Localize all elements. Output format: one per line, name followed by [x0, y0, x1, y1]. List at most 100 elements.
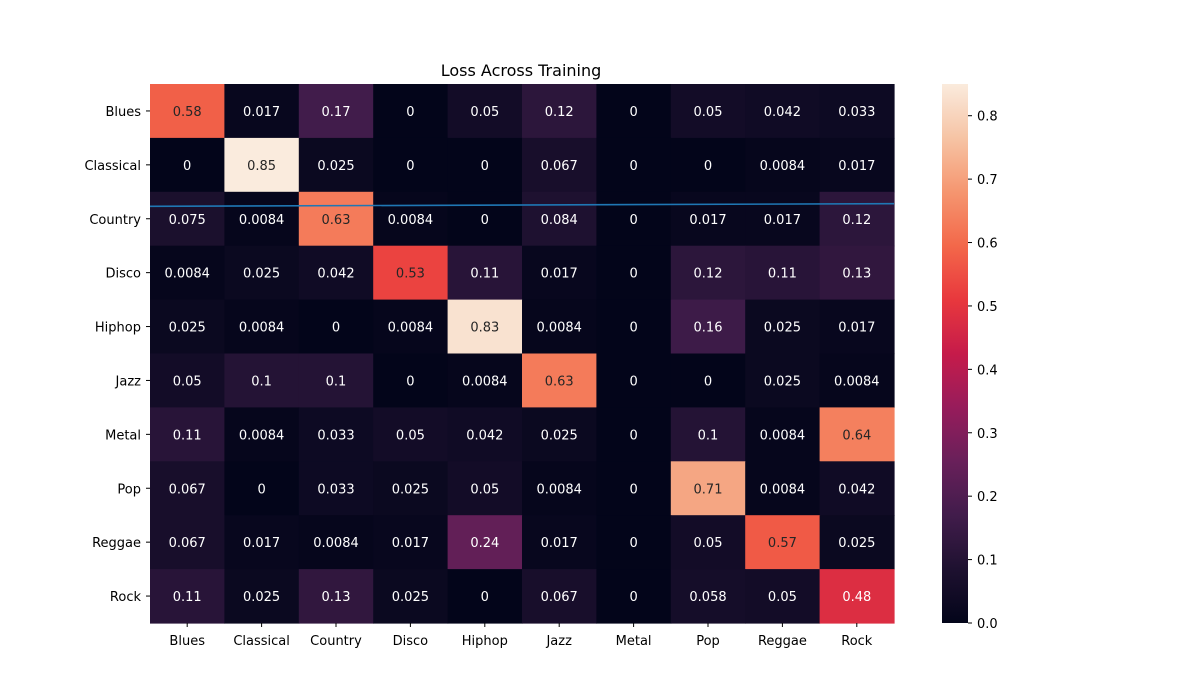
cell-value-label: 0: [481, 159, 489, 174]
cell-value-label: 0.025: [169, 321, 206, 336]
cell-value-label: 0.033: [317, 482, 354, 497]
cell-value-label: 0.0084: [536, 482, 582, 497]
cell-value-label: 0.13: [322, 590, 351, 605]
heatmap-cell: [670, 137, 746, 193]
heatmap-cell: [224, 515, 300, 570]
cell-value-label: 0.05: [470, 482, 499, 497]
cell-value-label: 0.033: [317, 428, 354, 443]
cell-value-label: 0: [629, 105, 637, 120]
colorbar-tick-label: 0.0: [977, 617, 998, 632]
cell-value-label: 0: [629, 213, 637, 228]
cell-value-label: 0: [629, 374, 637, 389]
heatmap-cell: [745, 299, 821, 355]
colorbar-tick-label: 0.7: [977, 173, 998, 188]
heatmap-cell: [596, 84, 672, 139]
colorbar: 0.0 0.1 0.2 0.3 0.4 0.5 0.6 0.7 0.8: [942, 84, 998, 632]
cell-value-label: 0.0084: [462, 374, 508, 389]
heatmap-cell: [670, 569, 746, 624]
heatmap-cell: [745, 461, 821, 516]
cell-value-label: 0.83: [470, 321, 499, 336]
cell-value-label: 0.025: [392, 590, 429, 605]
y-tick-label: Reggae: [92, 536, 141, 551]
cell-value-label: 0.025: [243, 590, 280, 605]
colorbar-gradient: [942, 84, 968, 623]
cell-value-label: 0.025: [317, 159, 354, 174]
heatmap-cell: [670, 515, 746, 570]
cell-value-label: 0.042: [764, 105, 801, 120]
heatmap-cell: [596, 245, 672, 301]
cell-value-label: 0.12: [842, 213, 871, 228]
cell-value-label: 0.85: [247, 159, 276, 174]
heatmap-cell: [522, 461, 597, 516]
heatmap-cell: [298, 461, 374, 516]
cell-value-label: 0.11: [470, 267, 499, 282]
heatmap-cell: [447, 191, 523, 247]
heatmap-cell: [670, 84, 746, 139]
heatmap-cell: [150, 299, 225, 355]
heatmap-cell: [819, 299, 895, 355]
heatmap-cell: [150, 137, 225, 193]
cell-value-label: 0.0084: [239, 321, 285, 336]
cell-value-label: 0.075: [169, 213, 206, 228]
heatmap-cell: [150, 407, 225, 462]
heatmap-cell: [447, 569, 523, 624]
cell-value-label: 0.0084: [313, 536, 359, 551]
heatmap-cell: [224, 569, 300, 624]
heatmap-cell: [447, 515, 523, 570]
cell-value-label: 0.24: [470, 536, 499, 551]
heatmap-cell: [745, 569, 821, 624]
cell-value-label: 0.0084: [536, 321, 582, 336]
heatmap-cell: [224, 461, 300, 516]
cell-value-label: 0: [406, 105, 414, 120]
x-tick-label: Jazz: [545, 634, 572, 649]
cell-value-label: 0: [406, 159, 414, 174]
heatmap-cell: [298, 245, 374, 301]
heatmap-cell: [298, 84, 374, 139]
x-tick-label: Rock: [841, 634, 873, 649]
cell-value-label: 0.63: [545, 374, 574, 389]
cell-value-label: 0.05: [173, 374, 202, 389]
heatmap-cell: [522, 299, 597, 355]
cell-value-label: 0.64: [842, 428, 871, 443]
heatmap-cell: [745, 353, 821, 408]
heatmap-cell: [298, 137, 374, 193]
cell-value-label: 0.05: [470, 105, 499, 120]
heatmap-cell: [298, 569, 374, 624]
cell-value-label: 0: [481, 213, 489, 228]
cell-value-label: 0.033: [838, 105, 875, 120]
cell-value-label: 0: [332, 321, 340, 336]
heatmap-cell: [298, 515, 374, 570]
heatmap-cell: [670, 407, 746, 462]
heatmap-cell: [373, 515, 449, 570]
cell-value-label: 0.025: [764, 374, 801, 389]
x-axis: Blues Classical Country Disco Hiphop Jazz Meta…: [169, 623, 873, 649]
heatmap-cell: [447, 353, 523, 408]
heatmap-cell: [745, 407, 821, 462]
cell-value-label: 0.17: [322, 105, 351, 120]
cell-value-label: 0.13: [842, 267, 871, 282]
cell-value-label: 0.067: [541, 159, 578, 174]
x-tick-label: Hiphop: [462, 634, 508, 649]
cell-value-label: 0.53: [396, 267, 425, 282]
heatmap-cell: [596, 299, 672, 355]
heatmap-cell: [224, 245, 300, 301]
cell-value-label: 0.017: [764, 213, 801, 228]
heatmap-cell: [596, 515, 672, 570]
y-axis: Blues Classical Country Disco Hiphop Jazz Meta…: [84, 105, 150, 605]
cell-value-label: 0.0084: [760, 428, 806, 443]
heatmap-cell: [596, 137, 672, 193]
cell-value-label: 0.025: [764, 321, 801, 336]
heatmap-cell: [298, 191, 374, 247]
heatmap-cell: [745, 191, 821, 247]
cell-value-label: 0.1: [326, 374, 347, 389]
cell-value-label: 0: [704, 159, 712, 174]
heatmap-cell: [819, 461, 895, 516]
y-tick-label: Hiphop: [95, 321, 141, 336]
heatmap-cell: [522, 515, 597, 570]
heatmap-cell: [373, 461, 449, 516]
cell-value-label: 0: [406, 374, 414, 389]
cell-value-label: 0.042: [838, 482, 875, 497]
heatmap-cell: [745, 245, 821, 301]
heatmap-cell: [670, 461, 746, 516]
heatmap-cell: [298, 299, 374, 355]
